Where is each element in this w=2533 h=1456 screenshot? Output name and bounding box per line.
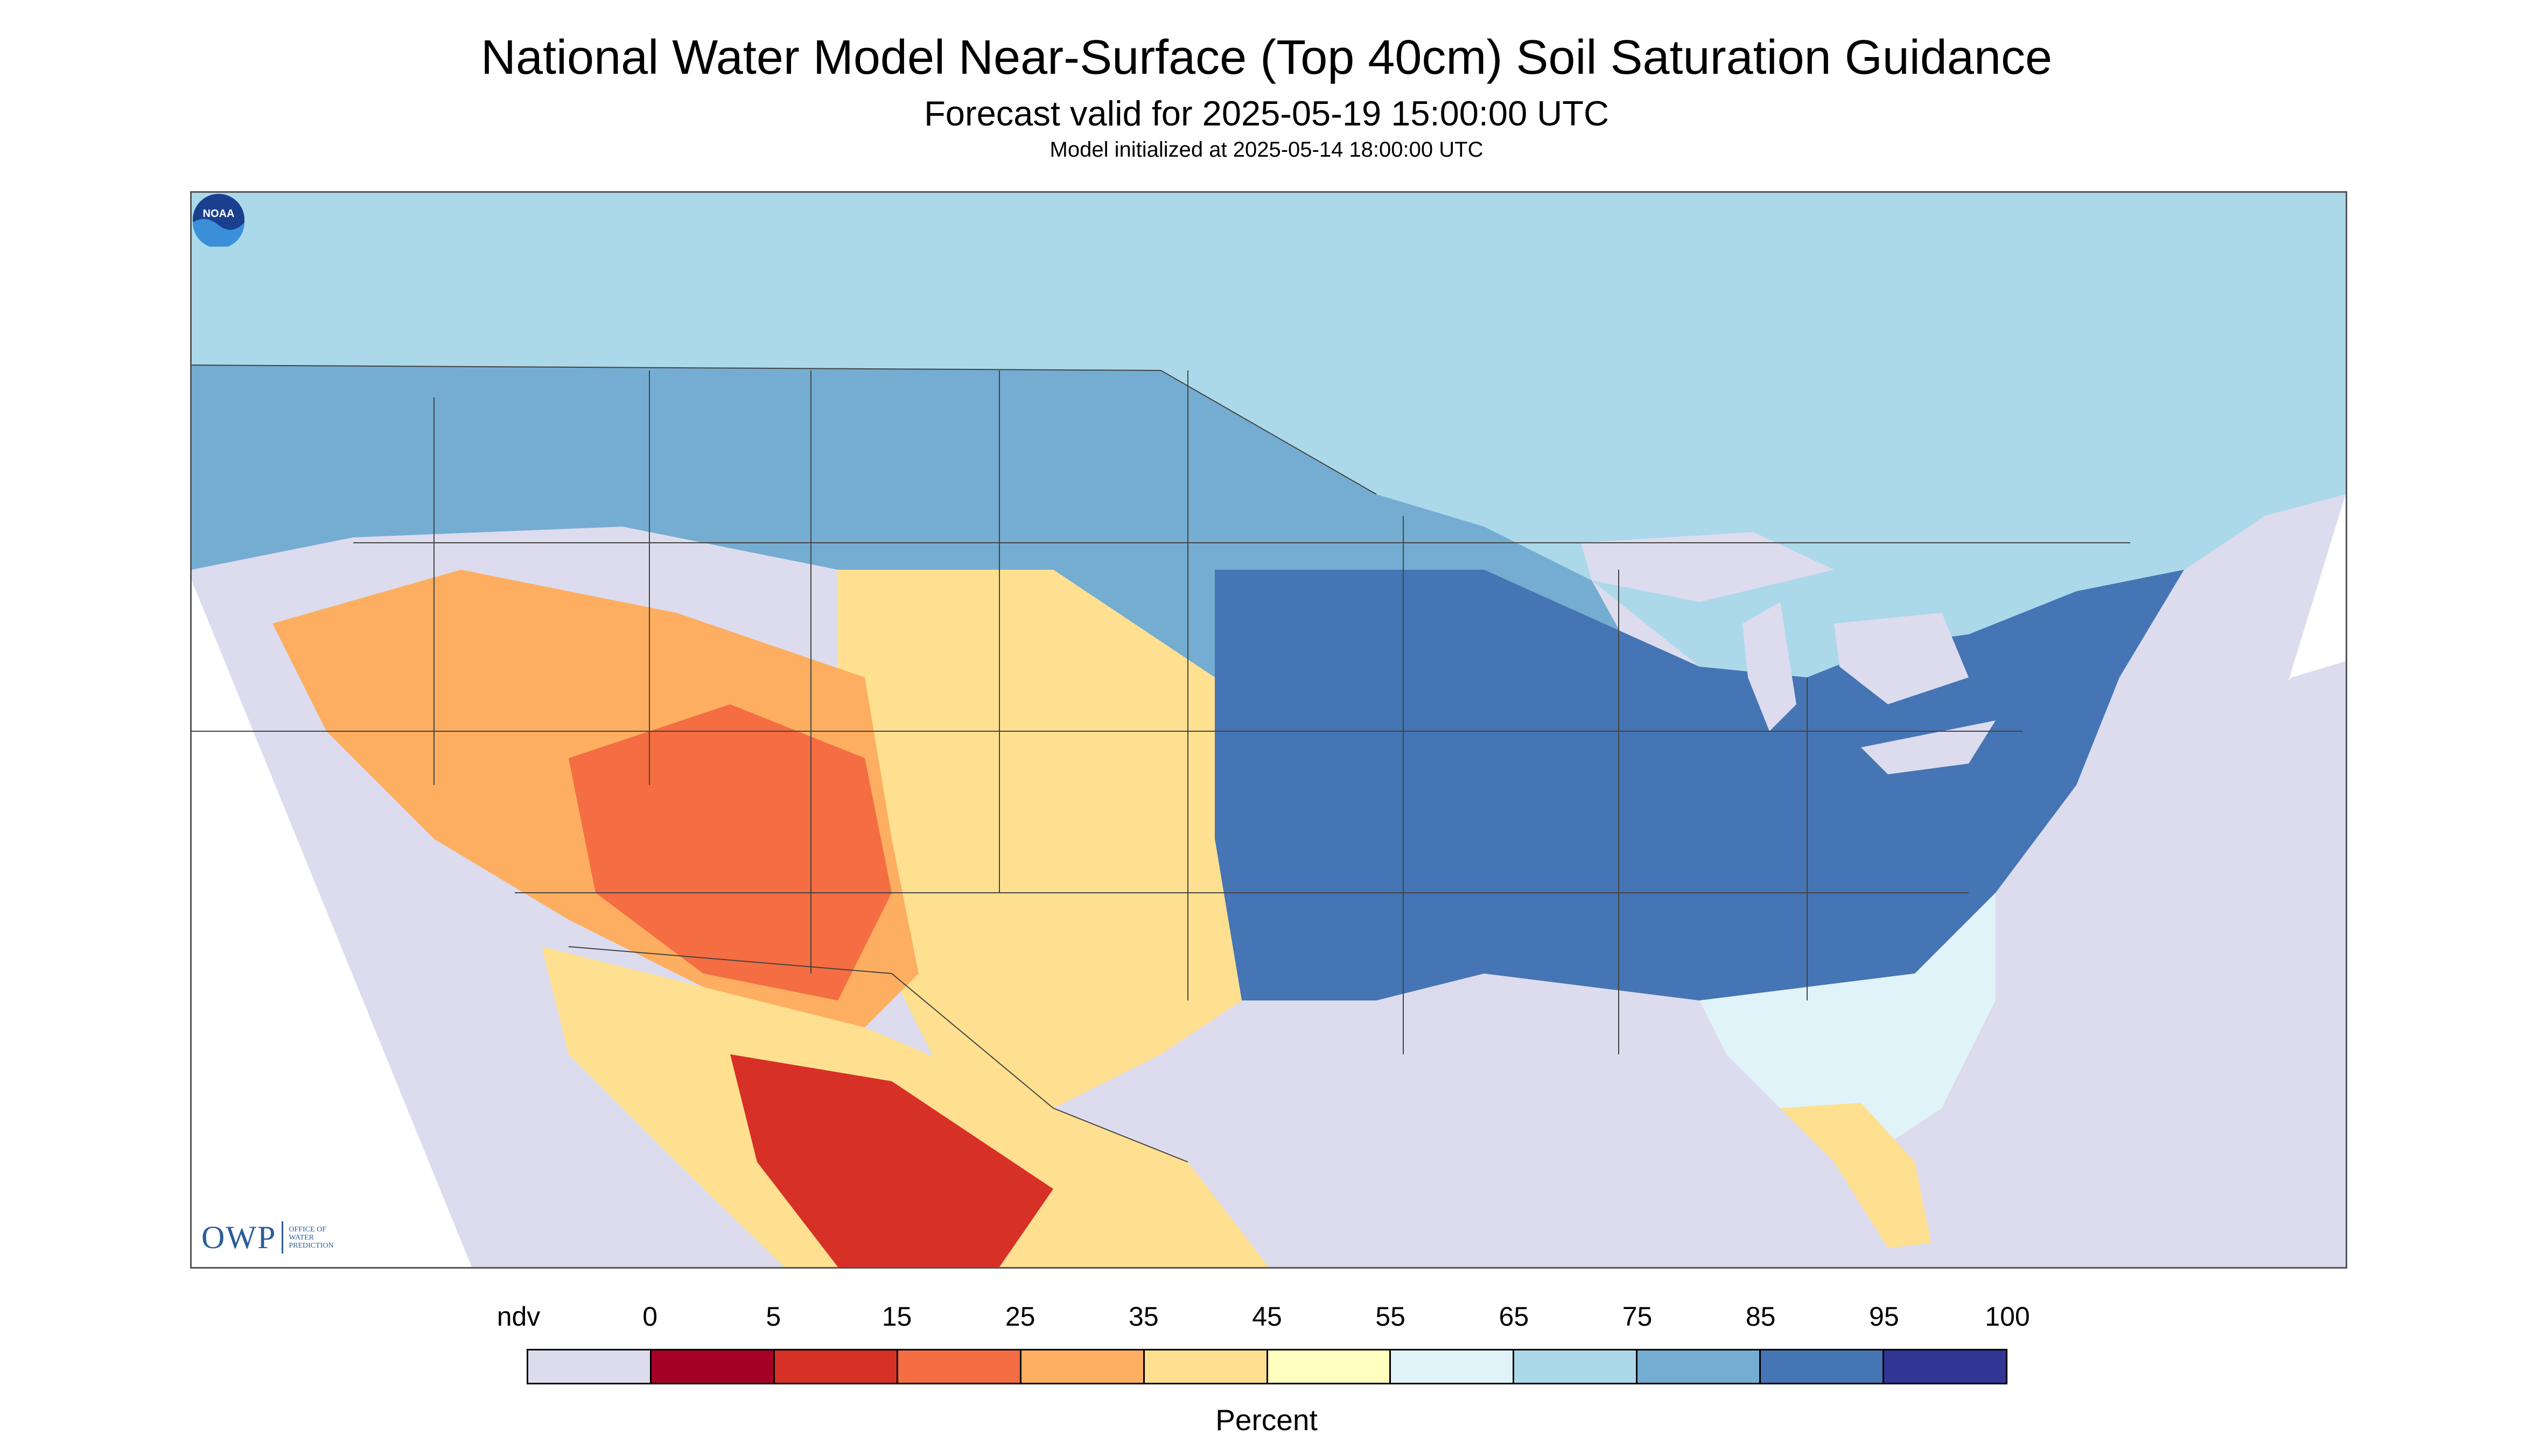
region-northern-mexico <box>730 1054 1053 1267</box>
map-canvas <box>192 193 2346 1267</box>
colorbar-tick-label: 45 <box>1252 1301 1282 1332</box>
model-initialized-text: Model initialized at 2025-05-14 18:00:00… <box>1049 138 1484 162</box>
lake-michigan <box>1743 602 1796 731</box>
colorbar-label: Percent <box>1215 1403 1318 1437</box>
colorbar-segment <box>1021 1350 1145 1383</box>
owp-logo: OWP Office of Water Prediction <box>201 1219 334 1256</box>
owp-logo-line2: Water <box>289 1233 314 1242</box>
lake-erie <box>1861 720 1996 774</box>
soil-saturation-map: OWP Office of Water Prediction NOAA <box>190 191 2347 1269</box>
colorbar-segment <box>1268 1350 1391 1383</box>
colorbar-segment <box>1884 1350 2006 1383</box>
projection-margin-left <box>192 580 472 1267</box>
colorbar-segment <box>774 1350 898 1383</box>
colorbar-tick-label: 95 <box>1869 1301 1899 1332</box>
owp-logo-text: Office of Water Prediction <box>289 1226 333 1250</box>
colorbar <box>527 1349 2007 1384</box>
owp-logo-line3: Prediction <box>289 1241 334 1250</box>
region-canada <box>192 193 2346 677</box>
colorbar-tick-label: 5 <box>766 1301 781 1332</box>
colorbar-segment <box>898 1350 1021 1383</box>
colorbar-tick-label: ndv <box>496 1301 541 1332</box>
lake-superior <box>1581 532 1834 602</box>
colorbar-segment <box>1391 1350 1515 1383</box>
colorbar-tick-label: 75 <box>1622 1301 1653 1332</box>
colorbar-segment <box>651 1350 775 1383</box>
noaa-logo: NOAA <box>193 194 244 247</box>
colorbar-segment <box>528 1350 652 1383</box>
colorbar-tick-label: 55 <box>1375 1301 1405 1332</box>
owp-logo-letters: OWP <box>201 1219 277 1255</box>
colorbar-tick-label: 0 <box>642 1301 658 1332</box>
noaa-logo-text: NOAA <box>203 208 235 220</box>
colorbar-segment <box>1514 1350 1638 1383</box>
pacific-ocean <box>192 570 730 1267</box>
map-title: National Water Model Near-Surface (Top 4… <box>480 31 2052 85</box>
colorbar-tick-label: 15 <box>881 1301 912 1332</box>
region-southeast <box>1699 893 1996 1162</box>
colorbar-tick-label: 25 <box>1005 1301 1035 1332</box>
colorbar-tick-label: 35 <box>1129 1301 1159 1332</box>
colorbar-segment <box>1638 1350 1761 1383</box>
colorbar-tick-label: 100 <box>1985 1301 2030 1332</box>
region-central-plains <box>838 570 1242 1108</box>
colorbar-tick-label: 65 <box>1499 1301 1529 1332</box>
region-florida <box>1780 1103 1931 1248</box>
owp-logo-separator <box>282 1221 284 1254</box>
forecast-valid-text: Forecast valid for 2025-05-19 15:00:00 U… <box>924 94 1609 133</box>
gulf-of-mexico <box>1269 1081 1915 1267</box>
lake-huron <box>1834 613 1969 704</box>
colorbar-tick-label: 85 <box>1745 1301 1776 1332</box>
colorbar-segment <box>1144 1350 1268 1383</box>
border-lines <box>192 365 2130 1163</box>
owp-logo-line1: Office of <box>289 1225 326 1234</box>
atlantic-ocean <box>1942 661 2346 1267</box>
colorbar-segment <box>1761 1350 1885 1383</box>
